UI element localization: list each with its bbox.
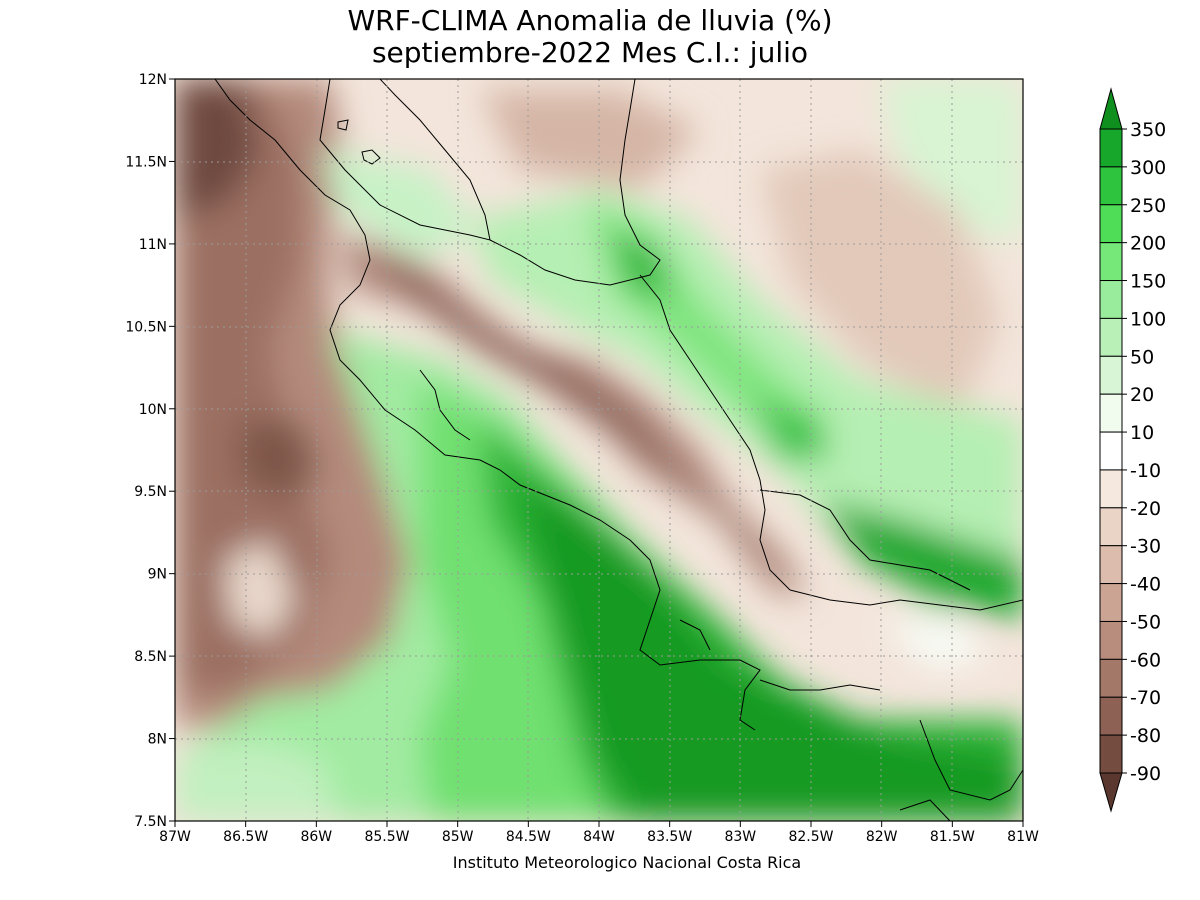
colorbar-label: -90: [1130, 763, 1161, 785]
colorbar-swatch: [1099, 620, 1123, 660]
x-tick-label: 81W: [1007, 829, 1039, 845]
colorbar-label: -70: [1130, 687, 1161, 709]
colorbar-top-arrow: [1099, 87, 1123, 130]
colorbar-label: 100: [1130, 308, 1166, 330]
colorbar-label: 10: [1130, 422, 1154, 444]
colorbar-swatch: [1099, 734, 1123, 774]
colorbar-swatch: [1099, 583, 1123, 622]
colorbar-swatch: [1099, 128, 1123, 168]
y-tick-label: 9N: [148, 567, 167, 583]
x-axis: 87W 86.5W 86W 85.5W 85W 84.5W 84W 83.5W 83W 82.5W…: [159, 821, 1039, 845]
x-tick-label: 84.5W: [506, 829, 551, 845]
colorbar-label: -60: [1130, 649, 1161, 671]
colorbar-swatch: [1099, 507, 1123, 547]
colorbar-swatch: [1099, 658, 1123, 698]
colorbar-swatch: [1099, 431, 1123, 471]
colorbar-label: 200: [1130, 233, 1166, 255]
colorbar-swatch: [1099, 545, 1123, 585]
x-tick-label: 84W: [583, 829, 615, 845]
map-title-line1: WRF-CLIMA Anomalia de lluvia (%): [347, 4, 832, 37]
colorbar-swatch: [1099, 469, 1123, 509]
colorbar-swatch: [1099, 696, 1123, 736]
colorbar: 350 300 250 200 150 100 50 20 10 -10 -20 -30 -40 -50 -…: [1099, 87, 1166, 813]
y-tick-label: 11.5N: [125, 154, 167, 170]
x-tick-label: 86.5W: [223, 829, 268, 845]
credit-text: Instituto Meteorologico Nacional Costa R…: [453, 853, 801, 872]
y-tick-label: 8N: [148, 732, 167, 748]
colorbar-label: 50: [1130, 346, 1154, 368]
colorbar-label: -80: [1130, 725, 1161, 747]
y-tick-label: 10N: [139, 402, 167, 418]
colorbar-label: 20: [1130, 384, 1154, 406]
colorbar-label: 350: [1130, 119, 1166, 141]
y-tick-label: 12N: [139, 72, 167, 88]
colorbar-swatch: [1099, 242, 1123, 282]
x-tick-label: 82W: [866, 829, 898, 845]
y-tick-label: 7.5N: [134, 814, 167, 830]
x-tick-label: 81.5W: [930, 829, 975, 845]
colorbar-label: -40: [1130, 574, 1161, 596]
colorbar-label: 150: [1130, 271, 1166, 293]
map-title-line2: septiembre-2022 Mes C.I.: julio: [372, 36, 808, 69]
x-tick-label: 82.5W: [788, 829, 833, 845]
colorbar-label: 300: [1130, 157, 1166, 179]
colorbar-label: -20: [1130, 498, 1161, 520]
map-grid: [175, 79, 1023, 821]
y-tick-label: 11N: [139, 237, 167, 253]
coastlines: [214, 79, 1023, 821]
colorbar-swatch: [1099, 317, 1123, 357]
x-tick-label: 86W: [300, 829, 332, 845]
colorbar-label: -10: [1130, 460, 1161, 482]
x-tick-label: 83.5W: [647, 829, 692, 845]
colorbar-swatch: [1099, 280, 1123, 319]
colorbar-label: -50: [1130, 611, 1161, 633]
colorbar-label: 250: [1130, 195, 1166, 217]
x-tick-label: 85.5W: [364, 829, 409, 845]
y-tick-label: 8.5N: [134, 649, 167, 665]
colorbar-label: -30: [1130, 536, 1161, 558]
colorbar-swatch: [1099, 355, 1123, 395]
y-tick-label: 9.5N: [134, 484, 167, 500]
colorbar-swatch: [1099, 393, 1123, 433]
x-tick-label: 87W: [159, 829, 191, 845]
colorbar-swatch: [1099, 204, 1123, 244]
x-tick-label: 83W: [724, 829, 756, 845]
colorbar-swatch: [1099, 166, 1123, 206]
x-tick-label: 85W: [442, 829, 474, 845]
colorbar-bottom-arrow: [1099, 772, 1123, 813]
y-axis: 7.5N 8N 8.5N 9N 9.5N 10N 10.5N 11N 11.5N 12N: [125, 72, 175, 830]
y-tick-label: 10.5N: [125, 319, 167, 335]
